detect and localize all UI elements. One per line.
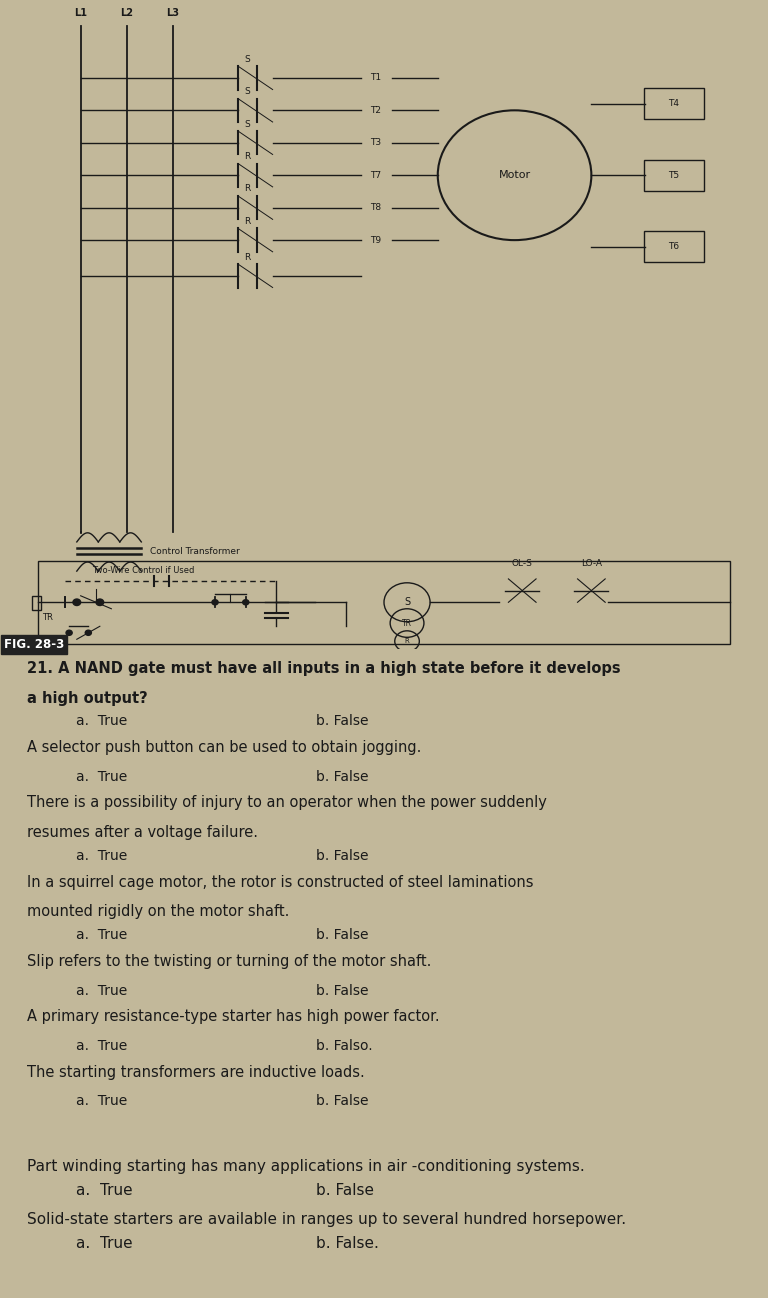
Text: R: R — [244, 184, 250, 193]
Text: S: S — [244, 119, 250, 129]
Text: TR: TR — [402, 619, 412, 627]
Text: Solid-state starters are available in ranges up to several hundred horsepower.: Solid-state starters are available in ra… — [27, 1211, 626, 1227]
Text: T1: T1 — [370, 74, 381, 82]
Text: b. False: b. False — [316, 770, 369, 784]
Circle shape — [243, 600, 249, 605]
Text: R: R — [405, 639, 409, 644]
Text: S: S — [244, 87, 250, 96]
Text: b. False.: b. False. — [316, 1236, 379, 1250]
Text: T6: T6 — [668, 243, 679, 251]
Text: LO-A: LO-A — [581, 559, 602, 569]
Circle shape — [66, 630, 72, 635]
Text: a.  True: a. True — [75, 1094, 127, 1108]
Text: b. False: b. False — [316, 984, 369, 998]
Text: L1: L1 — [74, 8, 87, 18]
Text: a.  True: a. True — [75, 1182, 132, 1198]
Text: b. False: b. False — [316, 928, 369, 942]
Text: a.  True: a. True — [75, 770, 127, 784]
Text: Motor: Motor — [498, 170, 531, 180]
Text: T9: T9 — [370, 236, 381, 244]
Text: A primary resistance-type starter has high power factor.: A primary resistance-type starter has hi… — [27, 1010, 439, 1024]
Text: FIG. 28-3: FIG. 28-3 — [4, 639, 64, 652]
Text: R: R — [244, 253, 250, 262]
Text: S: S — [404, 597, 410, 607]
Text: OL-S: OL-S — [511, 559, 533, 569]
Text: b. Falso.: b. Falso. — [316, 1038, 373, 1053]
Text: 21. A NAND gate must have all inputs in a high state before it develops: 21. A NAND gate must have all inputs in … — [27, 661, 621, 676]
Text: a.  True: a. True — [75, 928, 127, 942]
Text: b. False: b. False — [316, 714, 369, 728]
Circle shape — [85, 630, 91, 635]
Text: T8: T8 — [370, 204, 381, 212]
Text: resumes after a voltage failure.: resumes after a voltage failure. — [27, 826, 257, 840]
Circle shape — [73, 600, 81, 605]
Text: a.  True: a. True — [75, 849, 127, 863]
Text: b. False: b. False — [316, 1182, 375, 1198]
Text: The starting transformers are inductive loads.: The starting transformers are inductive … — [27, 1064, 364, 1080]
Text: TR: TR — [42, 613, 53, 622]
Text: b. False: b. False — [316, 849, 369, 863]
Text: a.  True: a. True — [75, 1038, 127, 1053]
Text: There is a possibility of injury to an operator when the power suddenly: There is a possibility of injury to an o… — [27, 796, 547, 810]
Text: R: R — [244, 217, 250, 226]
Text: T4: T4 — [668, 100, 679, 108]
Circle shape — [96, 600, 104, 605]
Text: In a squirrel cage motor, the rotor is constructed of steel laminations: In a squirrel cage motor, the rotor is c… — [27, 875, 533, 889]
Text: S: S — [244, 55, 250, 64]
Text: Two-Wire Control if Used: Two-Wire Control if Used — [92, 566, 194, 575]
Text: L3: L3 — [167, 8, 179, 18]
Text: a.  True: a. True — [75, 714, 127, 728]
Text: T7: T7 — [370, 171, 381, 179]
Text: T5: T5 — [668, 171, 679, 179]
Circle shape — [212, 600, 218, 605]
Bar — [38, 561, 730, 644]
Text: mounted rigidly on the motor shaft.: mounted rigidly on the motor shaft. — [27, 905, 289, 919]
Text: a.  True: a. True — [75, 1236, 132, 1250]
Text: T3: T3 — [370, 139, 381, 147]
Bar — [32, 596, 41, 610]
Text: L2: L2 — [121, 8, 133, 18]
Text: Control Transformer: Control Transformer — [150, 546, 240, 556]
Text: T2: T2 — [370, 106, 381, 114]
Text: R: R — [244, 152, 250, 161]
Text: A selector push button can be used to obtain jogging.: A selector push button can be used to ob… — [27, 740, 421, 755]
Text: b. False: b. False — [316, 1094, 369, 1108]
Text: Slip refers to the twisting or turning of the motor shaft.: Slip refers to the twisting or turning o… — [27, 954, 431, 968]
Text: Part winding starting has many applications in air -conditioning systems.: Part winding starting has many applicati… — [27, 1159, 584, 1173]
Text: a high output?: a high output? — [27, 691, 147, 706]
Text: a.  True: a. True — [75, 984, 127, 998]
